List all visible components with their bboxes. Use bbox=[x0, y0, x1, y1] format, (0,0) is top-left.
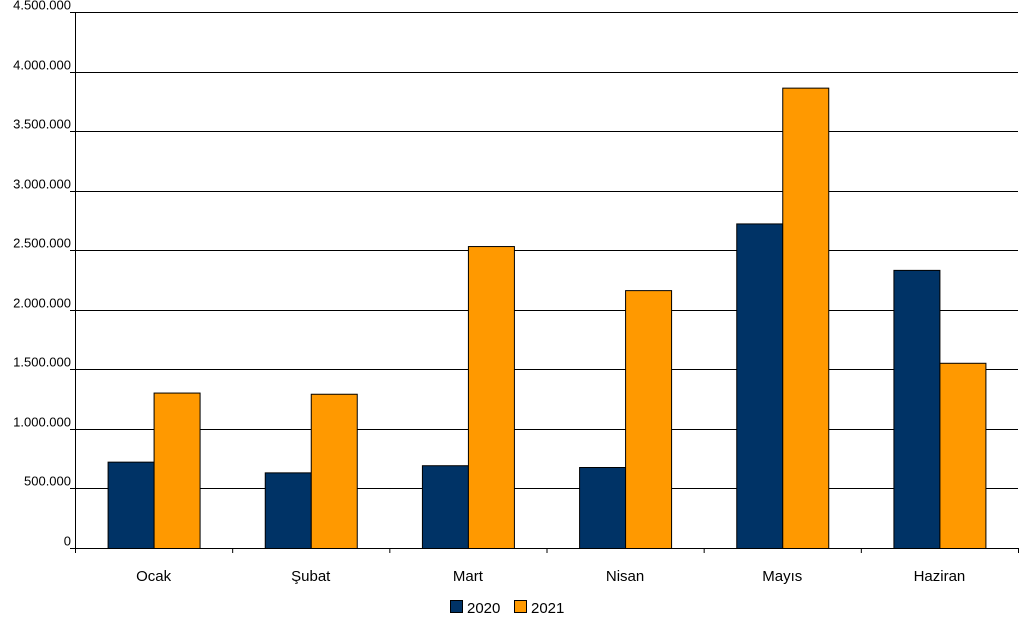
y-tick-label: 2.000.000 bbox=[13, 296, 71, 311]
legend-label: 2020 bbox=[467, 600, 500, 617]
y-tick-label: 1.000.000 bbox=[13, 415, 71, 430]
y-tick-label: 500.000 bbox=[24, 474, 71, 489]
y-tick-label: 3.000.000 bbox=[13, 177, 71, 192]
legend-swatch-2021 bbox=[514, 600, 527, 613]
y-tick-label: 3.500.000 bbox=[13, 117, 71, 132]
grid-lines bbox=[75, 12, 1018, 489]
bar-2020-Ocak bbox=[107, 461, 155, 549]
bar-2021-Mayıs bbox=[782, 87, 830, 549]
y-tick-label: 1.500.000 bbox=[13, 355, 71, 370]
legend-label: 2021 bbox=[531, 600, 564, 617]
y-tick-label: 0 bbox=[64, 534, 71, 549]
x-tick-label: Mayıs bbox=[762, 568, 802, 585]
y-tick-label: 4.500.000 bbox=[13, 0, 71, 13]
y-tick-label: 4.000.000 bbox=[13, 58, 71, 73]
bar-2020-Mayıs bbox=[736, 223, 784, 550]
bar-2020-Şubat bbox=[264, 472, 312, 549]
bar-2020-Nisan bbox=[579, 467, 627, 550]
bars bbox=[107, 87, 987, 550]
bar-2020-Haziran bbox=[893, 269, 941, 549]
x-axis-labels: Ocak Şubat Mart Nisan Mayıs Haziran bbox=[136, 568, 965, 585]
bar-2021-Nisan bbox=[625, 290, 673, 549]
y-tick-label: 2.500.000 bbox=[13, 236, 71, 251]
x-tick-label: Ocak bbox=[136, 568, 172, 585]
x-tick-label: Nisan bbox=[606, 568, 644, 585]
y-axis-ticks: 0 500.000 1.000.000 1.500.000 2.000.000 2.500… bbox=[13, 0, 75, 549]
bar-2021-Ocak bbox=[153, 392, 201, 549]
bar-2021-Şubat bbox=[310, 393, 358, 549]
x-tick-label: Mart bbox=[453, 568, 484, 585]
bar-2021-Mart bbox=[467, 246, 515, 549]
legend: 2020 2021 bbox=[450, 600, 564, 617]
x-tick-label: Haziran bbox=[914, 568, 966, 585]
bar-2021-Haziran bbox=[939, 362, 987, 549]
legend-swatch-2020 bbox=[450, 600, 463, 613]
axes bbox=[75, 12, 1019, 553]
x-tick-label: Şubat bbox=[291, 568, 331, 585]
bar-2020-Mart bbox=[421, 465, 469, 549]
